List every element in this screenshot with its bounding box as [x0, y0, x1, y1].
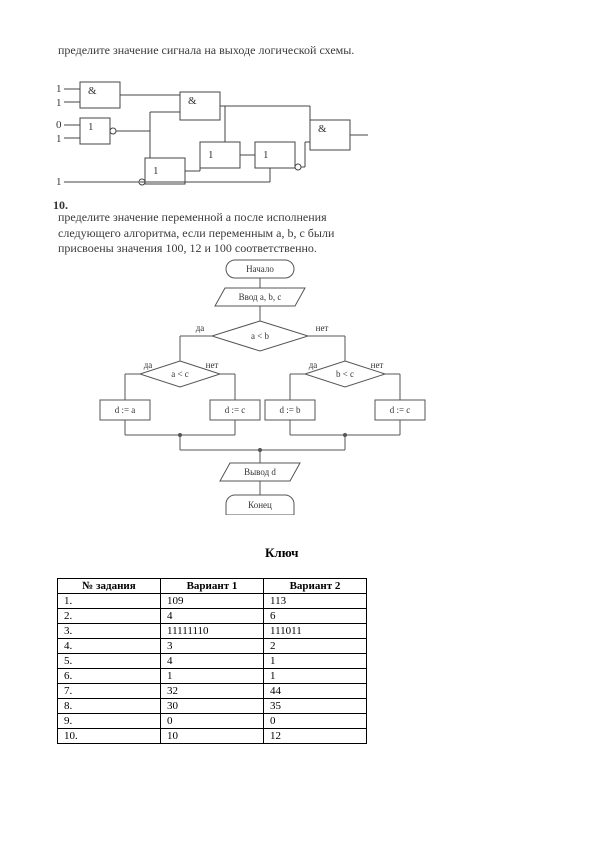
fc-cond-bc: b < c	[336, 369, 354, 379]
gate-and-2: &	[188, 95, 197, 107]
table-cell: 111011	[264, 624, 367, 639]
table-cell: 44	[264, 684, 367, 699]
table-cell: 9.	[58, 714, 161, 729]
fc-input: Ввод a, b, c	[239, 292, 282, 302]
input-3: 0	[56, 119, 62, 131]
col-v2: Вариант 2	[264, 579, 367, 594]
table-cell: 2.	[58, 609, 161, 624]
table-cell: 5.	[58, 654, 161, 669]
table-cell: 10.	[58, 729, 161, 744]
table-cell: 1.	[58, 594, 161, 609]
key-title: Ключ	[265, 545, 299, 561]
table-row: 9.00	[58, 714, 367, 729]
table-cell: 2	[264, 639, 367, 654]
fc-da-2: да	[144, 360, 153, 370]
table-cell: 109	[161, 594, 264, 609]
logic-diagram: 1 1 0 1 1 & 1 & 1 1	[50, 80, 370, 200]
fc-d-b: d := b	[279, 405, 301, 415]
fc-output: Вывод d	[244, 467, 276, 477]
fc-cond-ac: a < c	[171, 369, 189, 379]
col-task: № задания	[58, 579, 161, 594]
table-row: 7.3244	[58, 684, 367, 699]
table-cell: 35	[264, 699, 367, 714]
fc-end: Конец	[248, 500, 272, 510]
fc-cond-ab: a < b	[251, 331, 270, 341]
fc-d-a: d := a	[115, 405, 136, 415]
gate-not-1: 1	[88, 121, 94, 133]
input-4: 1	[56, 133, 62, 145]
table-row: 3.11111110111011	[58, 624, 367, 639]
table-cell: 4	[161, 654, 264, 669]
table-cell: 11111110	[161, 624, 264, 639]
table-row: 5.41	[58, 654, 367, 669]
table-cell: 113	[264, 594, 367, 609]
table-cell: 3	[161, 639, 264, 654]
col-v1: Вариант 1	[161, 579, 264, 594]
table-cell: 0	[264, 714, 367, 729]
table-cell: 4.	[58, 639, 161, 654]
input-5: 1	[56, 176, 62, 188]
fc-net-2: нет	[206, 360, 219, 370]
fc-start: Начало	[246, 264, 274, 274]
table-cell: 4	[161, 609, 264, 624]
table-row: 10.1012	[58, 729, 367, 744]
task10-text: пределите значение переменной a после ис…	[58, 210, 388, 257]
fc-da-3: да	[309, 360, 318, 370]
gate-and-3: &	[318, 123, 327, 135]
table-cell: 8.	[58, 699, 161, 714]
input-2: 1	[56, 97, 62, 109]
key-table: № задания Вариант 1 Вариант 2 1.1091132.…	[57, 578, 367, 744]
table-row: 4.32	[58, 639, 367, 654]
table-cell: 6.	[58, 669, 161, 684]
table-row: 2.46	[58, 609, 367, 624]
table-cell: 7.	[58, 684, 161, 699]
table-cell: 32	[161, 684, 264, 699]
table-row: 6.11	[58, 669, 367, 684]
table-cell: 12	[264, 729, 367, 744]
gate-not-4: 1	[263, 149, 269, 161]
table-cell: 10	[161, 729, 264, 744]
table-cell: 1	[161, 669, 264, 684]
table-cell: 1	[264, 654, 367, 669]
table-cell: 3.	[58, 624, 161, 639]
input-1: 1	[56, 83, 62, 95]
table-cell: 30	[161, 699, 264, 714]
table-cell: 1	[264, 669, 367, 684]
fc-d-c-r: d := c	[390, 405, 411, 415]
fc-da-1: да	[196, 323, 205, 333]
gate-not-2: 1	[153, 165, 159, 177]
fc-d-c-l: d := c	[225, 405, 246, 415]
table-row: 8.3035	[58, 699, 367, 714]
table-row: 1.109113	[58, 594, 367, 609]
table-header-row: № задания Вариант 1 Вариант 2	[58, 579, 367, 594]
task9-text: пределите значение сигнала на выходе лог…	[58, 43, 438, 59]
gate-and-1: &	[88, 85, 97, 97]
fc-net-3: нет	[371, 360, 384, 370]
table-cell: 0	[161, 714, 264, 729]
fc-net-1: нет	[316, 323, 329, 333]
page: пределите значение сигнала на выходе лог…	[0, 0, 595, 842]
table-cell: 6	[264, 609, 367, 624]
flowchart: Начало Ввод a, b, c a < b да нет a < c д…	[90, 255, 470, 515]
gate-not-3: 1	[208, 149, 214, 161]
